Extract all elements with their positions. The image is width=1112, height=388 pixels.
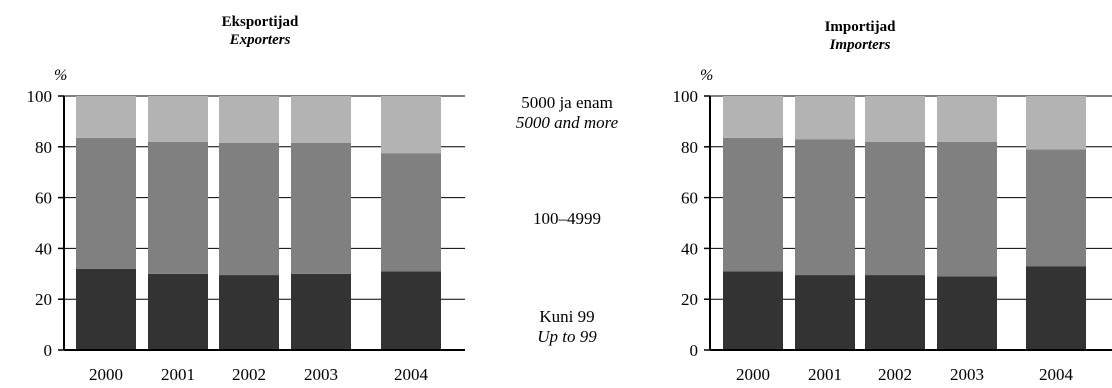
importers-bar-2004-segment-2 <box>1026 96 1086 150</box>
importers-bar-2002-segment-1 <box>865 141 925 276</box>
exporters-x-tick-label: 2001 <box>161 365 195 384</box>
importers-x-ticks: 2000 2001 2002 2003 2004 <box>736 365 1074 384</box>
exporters-x-tick-label: 2002 <box>232 365 266 384</box>
exporters-x-tick-label: 2004 <box>394 365 429 384</box>
importers-x-tick-label: 2001 <box>808 365 842 384</box>
exporters-bar-2003-segment-2 <box>291 96 351 143</box>
importers-y-tick-label: 40 <box>681 239 698 258</box>
importers-bar-2003-segment-1 <box>937 141 997 277</box>
exporters-bar-2004-segment-2 <box>381 96 441 154</box>
importers-title: Importijad <box>825 19 896 35</box>
importers-y-ticks: 0 20 40 60 80 100 <box>673 87 699 360</box>
legend: 5000 ja enam 5000 and more 100–4999 Kuni… <box>516 93 619 346</box>
exporters-x-tick-label: 2000 <box>89 365 123 384</box>
exporters-axes <box>58 95 465 351</box>
importers-subtitle: Importers <box>829 37 891 53</box>
importers-bar-2003-segment-2 <box>937 96 997 142</box>
legend-top-label: 5000 ja enam <box>521 93 613 112</box>
exporters-bar-2003-segment-1 <box>291 142 351 274</box>
importers-bar-2000-segment-1 <box>723 137 783 272</box>
exporters-y-tick-label: 80 <box>35 138 52 157</box>
legend-mid-label: 100–4999 <box>533 209 601 228</box>
exporters-bar-2001-segment-0 <box>148 273 208 350</box>
exporters-y-unit: % <box>54 67 67 84</box>
exporters-subtitle: Exporters <box>229 32 291 48</box>
importers-y-unit: % <box>700 67 713 84</box>
importers-x-tick-label: 2004 <box>1039 365 1074 384</box>
exporters-x-ticks: 2000 2001 2002 2003 2004 <box>89 365 429 384</box>
importers-x-tick-label: 2002 <box>878 365 912 384</box>
legend-bottom-label: Kuni 99 <box>539 307 594 326</box>
exporters-bar-2004-segment-0 <box>381 271 441 350</box>
importers-bar-2002-segment-2 <box>865 96 925 142</box>
exporters-bar-2000-segment-1 <box>76 137 136 269</box>
importers-y-tick-label: 20 <box>681 290 698 309</box>
exporters-x-tick-label: 2003 <box>304 365 338 384</box>
exporters-bars <box>76 96 441 350</box>
importers-y-tick-label: 0 <box>690 341 699 360</box>
exporters-bar-2002-segment-1 <box>219 142 279 276</box>
exporters-y-tick-label: 40 <box>35 239 52 258</box>
importers-bar-2004-segment-0 <box>1026 266 1086 350</box>
importers-y-tick-label: 100 <box>673 87 699 106</box>
importers-bar-2000-segment-2 <box>723 96 783 138</box>
exporters-y-tick-label: 100 <box>27 87 53 106</box>
exporters-title: Eksportijad <box>222 14 299 30</box>
exporters-bar-2002-segment-2 <box>219 96 279 143</box>
exporters-bar-2000-segment-2 <box>76 96 136 138</box>
exporters-y-ticks: 0 20 40 60 80 100 <box>27 87 53 360</box>
exporters-y-tick-label: 60 <box>35 189 52 208</box>
exporters-bar-2003-segment-0 <box>291 273 351 350</box>
importers-bar-2000-segment-0 <box>723 271 783 350</box>
importers-bar-2001-segment-0 <box>795 275 855 350</box>
legend-top-sublabel: 5000 and more <box>516 113 619 132</box>
exporters-bar-2002-segment-0 <box>219 275 279 350</box>
legend-bottom-sublabel: Up to 99 <box>537 327 597 346</box>
importers-x-tick-label: 2000 <box>736 365 770 384</box>
exporters-y-tick-label: 20 <box>35 290 52 309</box>
importers-bar-2004-segment-1 <box>1026 149 1086 267</box>
importers-x-tick-label: 2003 <box>950 365 984 384</box>
importers-bar-2003-segment-0 <box>937 276 997 350</box>
exporters-bar-2001-segment-1 <box>148 141 208 274</box>
importers-chart: Importijad Importers % 0 20 40 60 80 100 2000… <box>673 19 1112 384</box>
importers-bar-2001-segment-2 <box>795 96 855 140</box>
importers-bar-2002-segment-0 <box>865 275 925 350</box>
exporters-bar-2000-segment-0 <box>76 268 136 350</box>
exporters-y-tick-label: 0 <box>44 341 53 360</box>
importers-bars <box>723 96 1086 350</box>
importers-bar-2001-segment-1 <box>795 139 855 276</box>
exporters-bar-2004-segment-1 <box>381 153 441 272</box>
importers-y-tick-label: 80 <box>681 138 698 157</box>
importers-axes <box>704 95 1112 351</box>
importers-y-tick-label: 60 <box>681 189 698 208</box>
exporters-chart: Eksportijad Exporters % 0 20 40 60 80 100 200… <box>27 14 465 384</box>
exporters-bar-2001-segment-2 <box>148 96 208 142</box>
